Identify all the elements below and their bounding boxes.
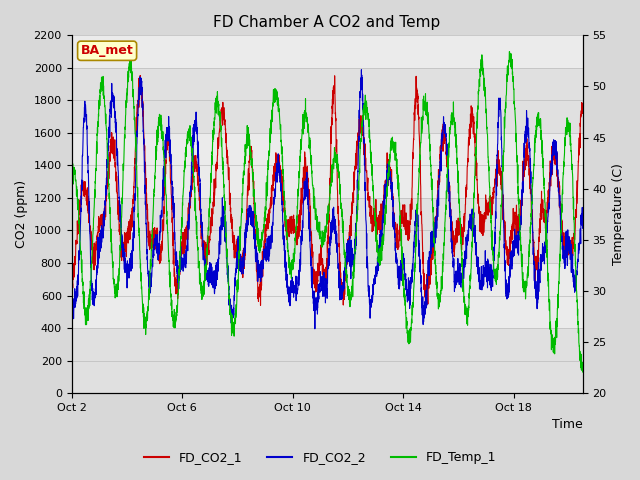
- Bar: [72, 263, 582, 328]
- Bar: [72, 328, 582, 393]
- Bar: [72, 68, 582, 133]
- Y-axis label: Temperature (C): Temperature (C): [612, 163, 625, 265]
- Bar: [72, 198, 582, 263]
- Bar: [72, 36, 582, 68]
- Legend: FD_CO2_1, FD_CO2_2, FD_Temp_1: FD_CO2_1, FD_CO2_2, FD_Temp_1: [139, 446, 501, 469]
- Bar: [72, 133, 582, 198]
- X-axis label: Time: Time: [552, 419, 582, 432]
- Title: FD Chamber A CO2 and Temp: FD Chamber A CO2 and Temp: [213, 15, 441, 30]
- Text: BA_met: BA_met: [81, 44, 134, 57]
- Y-axis label: CO2 (ppm): CO2 (ppm): [15, 180, 28, 248]
